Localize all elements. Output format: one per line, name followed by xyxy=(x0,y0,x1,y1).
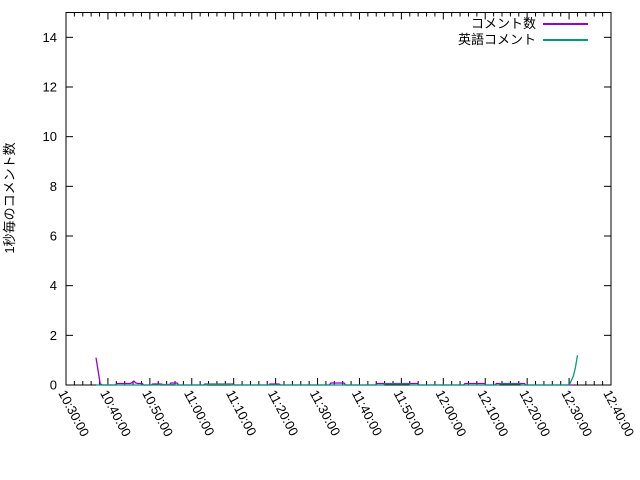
y-axis-title: 1秒毎のコメント数 xyxy=(2,142,17,253)
x-tick-label: 11:00:00 xyxy=(181,387,218,438)
series-line-1 xyxy=(96,355,579,386)
y-tick-label: 6 xyxy=(50,229,57,244)
y-tick-label: 10 xyxy=(43,129,57,144)
x-tick-label: 12:30:00 xyxy=(558,387,595,439)
legend-label-comments: コメント数 xyxy=(471,16,536,31)
legend-label-english-comments: 英語コメント xyxy=(458,32,536,47)
x-tick-labels: 10:30:00 10:40:00 10:50:00 11:00:00 11:10:00… xyxy=(55,387,637,439)
y-tick-labels: 0 2 4 6 8 10 12 14 xyxy=(43,30,57,393)
x-tick-label: 10:50:00 xyxy=(139,387,176,439)
y-tick-label: 14 xyxy=(43,30,57,45)
plot-border xyxy=(65,12,612,386)
x-tick-label: 10:40:00 xyxy=(97,387,134,439)
y-tick-label: 8 xyxy=(50,179,57,194)
y-tick-label: 12 xyxy=(43,80,57,95)
x-tick-label: 12:10:00 xyxy=(475,387,512,439)
x-tick-label: 11:20:00 xyxy=(265,387,302,438)
axes xyxy=(65,12,612,386)
x-tick-label: 11:50:00 xyxy=(391,387,428,438)
y-tick-label: 0 xyxy=(50,378,57,393)
y-tick-label: 4 xyxy=(50,278,57,293)
series-line-0 xyxy=(95,357,574,386)
x-tick-label: 12:00:00 xyxy=(433,387,470,439)
series-lines xyxy=(95,355,579,386)
x-tick-label: 12:40:00 xyxy=(600,387,637,439)
y-tick-label: 2 xyxy=(50,328,57,343)
x-tick-label: 11:10:00 xyxy=(223,387,260,438)
x-tick-label: 11:40:00 xyxy=(349,387,386,438)
x-tick-label: 11:30:00 xyxy=(307,387,344,438)
x-tick-label: 10:30:00 xyxy=(55,387,92,439)
legend: コメント数 英語コメント xyxy=(458,16,588,47)
x-tick-label: 12:20:00 xyxy=(517,387,554,439)
